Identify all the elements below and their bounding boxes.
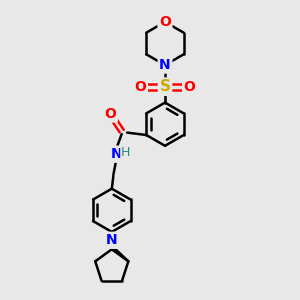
Text: H: H [121, 146, 130, 160]
Text: N: N [159, 58, 171, 72]
Text: N: N [106, 233, 118, 247]
Text: O: O [104, 107, 116, 121]
Text: O: O [159, 15, 171, 29]
Text: O: O [134, 80, 146, 94]
Text: S: S [160, 79, 170, 94]
Text: O: O [184, 80, 196, 94]
Text: N: N [110, 147, 122, 161]
